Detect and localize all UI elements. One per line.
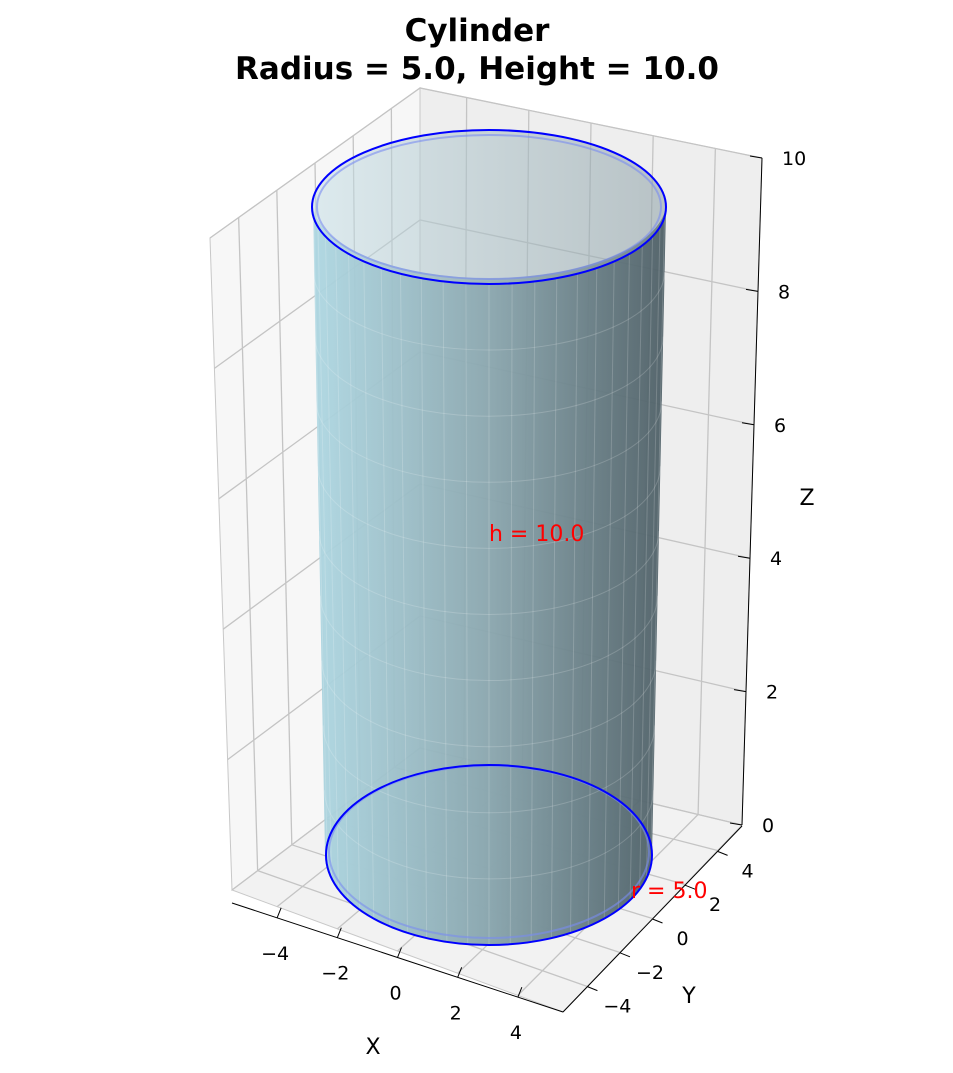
- z-tick-label: 10: [782, 148, 806, 170]
- x-tick-label: −2: [321, 963, 349, 985]
- mesh-line-vertical: [587, 268, 598, 927]
- z-tick-label: 0: [762, 815, 774, 837]
- mesh-line-ring: [318, 530, 660, 615]
- z-tick-mark: [745, 288, 759, 292]
- z-tick-label: 6: [774, 415, 786, 437]
- height-annotation: h = 10.0: [489, 522, 584, 547]
- x-tick-label: −4: [261, 943, 289, 965]
- radius-annotation: r = 5.0: [631, 879, 707, 904]
- mesh-line-vertical: [442, 281, 448, 942]
- mesh-line-vertical: [400, 273, 408, 933]
- y-tick-label: 4: [742, 860, 754, 882]
- x-tick-label: 4: [510, 1022, 522, 1044]
- mesh-line-vertical: [465, 283, 469, 945]
- mesh-line-vertical: [550, 278, 558, 939]
- chart-title-line-2: Radius = 5.0, Height = 10.0: [235, 51, 719, 87]
- z-tick-label: 8: [778, 281, 790, 303]
- z-axis-line: [741, 157, 763, 826]
- mesh-line-vertical: [363, 261, 375, 919]
- mesh-line-ring: [317, 466, 661, 549]
- mesh-line-ring: [324, 790, 654, 880]
- x-tick-mark: [517, 986, 523, 998]
- y-tick-mark: [717, 850, 728, 856]
- mesh-line-ring: [312, 271, 666, 351]
- mesh-line-vertical: [603, 261, 615, 919]
- z-axis-label: Z: [799, 486, 814, 511]
- mesh-line-vertical: [645, 226, 661, 879]
- x-tick-label: 2: [450, 1002, 462, 1024]
- top-rim-inner: [316, 134, 662, 280]
- y-tick-label: −2: [636, 962, 664, 984]
- mesh-line-vertical: [380, 268, 391, 927]
- y-tick-mark: [684, 884, 696, 890]
- z-tick-mark: [737, 555, 751, 559]
- grid-line-y-left: [237, 217, 259, 871]
- x-tick-mark: [457, 967, 463, 978]
- y-tick-label: −4: [603, 996, 631, 1018]
- mesh-line-vertical: [650, 217, 665, 867]
- mesh-line-vertical: [313, 217, 328, 867]
- x-tick-label: 0: [389, 983, 401, 1005]
- mesh-line-vertical: [530, 281, 536, 942]
- y-tick-label: 2: [709, 894, 721, 916]
- mesh-line-vertical: [639, 236, 654, 890]
- mesh-line-ring: [315, 401, 663, 483]
- z-tick-mark: [733, 689, 747, 693]
- y-tick-label: 0: [676, 928, 688, 950]
- grid-line-x-back: [697, 148, 717, 815]
- y-axis-label: Y: [681, 984, 696, 1009]
- y-tick-mark: [652, 918, 663, 924]
- mesh-line-ring: [322, 725, 656, 814]
- cylinder-top-cap: [312, 130, 666, 284]
- mesh-line-ring: [319, 595, 659, 682]
- mesh-line-vertical: [570, 273, 578, 933]
- grid-line-z: [209, 87, 763, 239]
- bottom-rim: [325, 764, 653, 946]
- mesh-line-vertical: [317, 226, 333, 879]
- z-tick-mark: [741, 422, 755, 426]
- z-tick-label: 4: [770, 548, 782, 570]
- x-tick-mark: [397, 947, 402, 958]
- cylinder-mesh: [312, 217, 666, 945]
- top-rim: [311, 129, 667, 285]
- mesh-line-vertical: [420, 278, 428, 939]
- mesh-line-vertical: [335, 245, 349, 901]
- z-tick-label: 2: [766, 682, 778, 704]
- y-tick-mark: [587, 986, 598, 992]
- z-tick-mark: [749, 155, 763, 159]
- y-tick-mark: [619, 952, 631, 958]
- chart-title-line-1: Cylinder: [405, 13, 550, 49]
- grid-line-y-left: [276, 190, 293, 845]
- cylinder-wall: [313, 207, 666, 946]
- mesh-line-ring: [314, 336, 664, 417]
- x-tick-mark: [336, 927, 342, 938]
- mesh-line-vertical: [509, 283, 513, 945]
- x-axis-label: X: [365, 1035, 380, 1060]
- cylinder: [311, 129, 667, 946]
- z-tick-mark: [729, 822, 743, 826]
- x-tick-mark: [276, 907, 282, 919]
- mesh-line-vertical: [629, 245, 643, 901]
- mesh-line-ring: [321, 660, 657, 748]
- mesh-line-vertical: [324, 236, 339, 890]
